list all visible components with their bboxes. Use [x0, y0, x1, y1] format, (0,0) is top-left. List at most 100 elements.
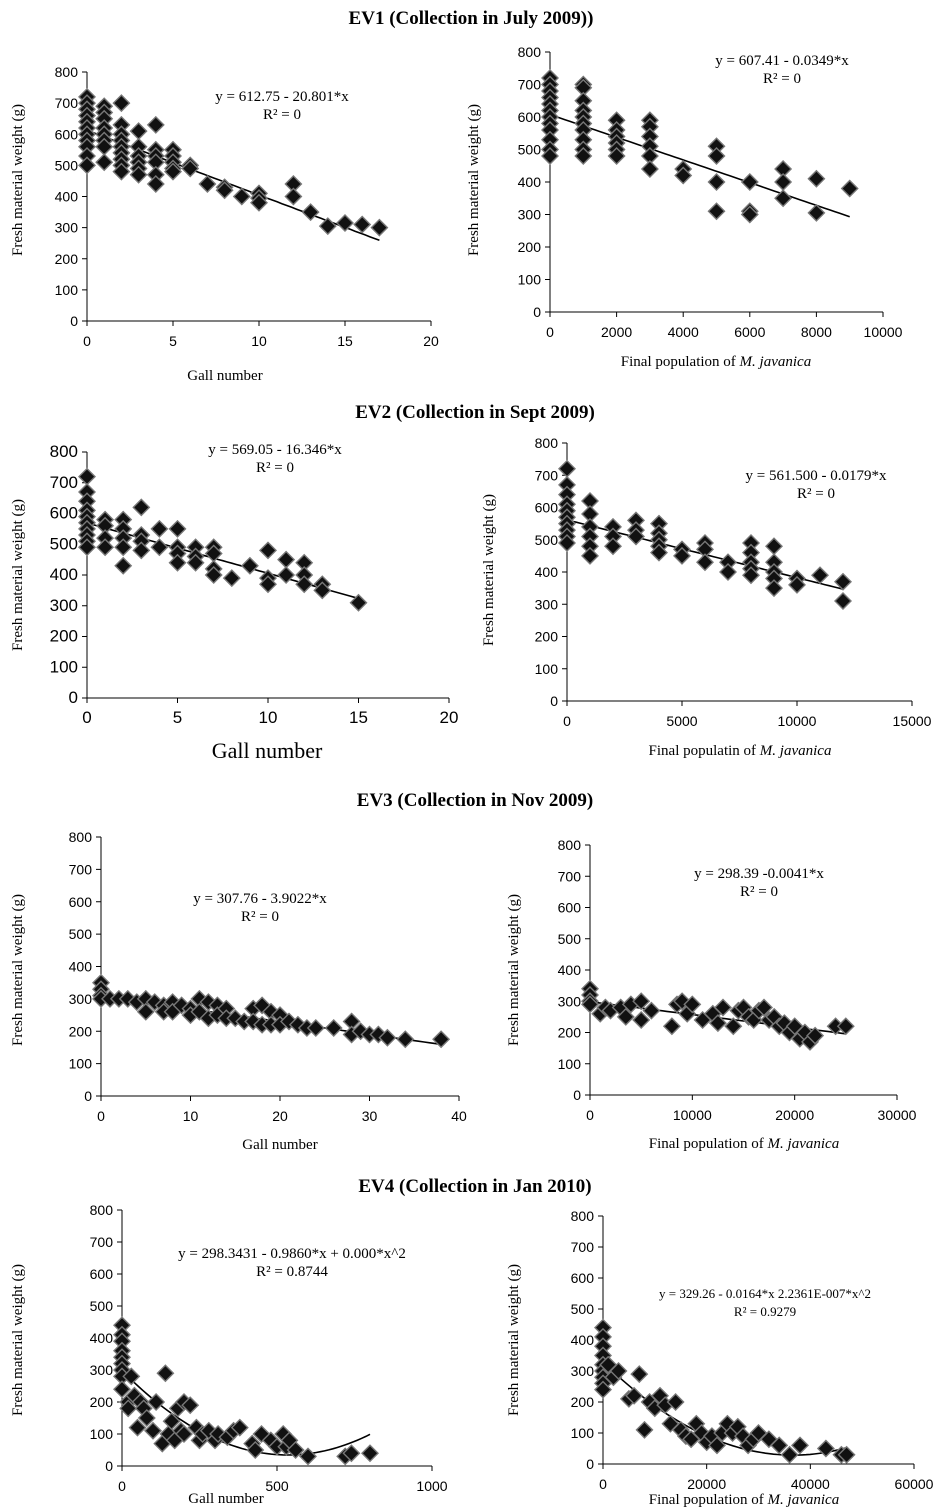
data-point — [250, 193, 268, 212]
y-axis-label: Fresh material weight (g) — [10, 894, 26, 1046]
y-tick-label: 800 — [558, 837, 582, 853]
x-axis-label: Gall number — [187, 368, 262, 384]
y-tick-label: 0 — [69, 688, 78, 707]
y-tick-label: 100 — [69, 1056, 93, 1072]
x-tick-label: 0 — [97, 1108, 105, 1124]
scatter-chart-1: 0 100 200 300 400 500 600 700 800 0 5 10 15 20 Gall nu… — [10, 64, 439, 384]
y-tick-label: 400 — [55, 189, 79, 205]
trend-equation: y = 307.76 - 3.9022*x — [193, 891, 327, 907]
y-tick-label: 700 — [69, 861, 93, 877]
data-point — [230, 1418, 249, 1437]
y-tick-label: 200 — [69, 1023, 93, 1039]
y-tick-label: 700 — [518, 77, 542, 93]
x-tick-label: 20 — [272, 1108, 288, 1124]
y-tick-label: 400 — [558, 962, 582, 978]
y-tick-label: 700 — [55, 95, 79, 111]
data-point — [112, 94, 131, 113]
data-point — [740, 205, 759, 224]
data-point — [114, 556, 133, 575]
data-point — [324, 1019, 343, 1037]
y-tick-label: 800 — [535, 435, 559, 451]
y-tick-label: 300 — [518, 207, 542, 223]
data-point — [755, 998, 773, 1017]
data-point — [156, 1364, 175, 1383]
x-tick-label: 8000 — [801, 324, 832, 340]
data-point — [277, 566, 296, 584]
data-point — [774, 173, 793, 191]
y-tick-label: 0 — [573, 1087, 581, 1103]
data-point — [132, 498, 151, 517]
x-tick-label: 1000 — [416, 1478, 447, 1494]
y-axis-label: Fresh material weight (g) — [506, 1264, 522, 1416]
r-squared: R² = 0.9279 — [734, 1304, 796, 1319]
x-axis-label-text: Gall number — [212, 738, 323, 763]
data-point — [78, 156, 96, 175]
data-point — [662, 1017, 681, 1036]
x-axis-label: Gall number — [188, 1491, 263, 1507]
y-tick-label: 700 — [50, 473, 78, 492]
data-point — [284, 187, 303, 206]
y-tick-label: 0 — [586, 1456, 594, 1472]
y-axis-label: Fresh material weight (g) — [481, 494, 497, 646]
x-axis-label: Final populatin of M. javanica — [649, 743, 832, 759]
data-point — [594, 1380, 612, 1399]
r-squared: R² = 0 — [797, 486, 835, 502]
data-point — [837, 1445, 856, 1464]
x-tick-label: 0 — [82, 708, 91, 727]
y-tick-label: 600 — [55, 126, 79, 142]
data-point — [834, 572, 852, 591]
data-point — [724, 1017, 743, 1036]
x-axis-label: Gall number — [212, 738, 323, 763]
scatter-chart-7: 0 100 200 300 400 500 600 700 800 0 500 1000 Gall nu… — [10, 1202, 448, 1507]
y-tick-label: 100 — [90, 1426, 114, 1442]
y-tick-label: 400 — [69, 959, 93, 975]
x-tick-label: 5 — [169, 333, 177, 349]
section-title-ev4: EV4 (Collection in Jan 2010) — [358, 1176, 591, 1197]
y-tick-label: 800 — [518, 44, 542, 60]
y-tick-label: 200 — [558, 1025, 582, 1041]
data-point — [132, 541, 151, 560]
y-tick-label: 500 — [50, 534, 78, 553]
y-axis-label: Fresh material weight (g) — [10, 104, 26, 256]
y-tick-label: 500 — [55, 157, 79, 173]
y-tick-label: 800 — [571, 1208, 595, 1224]
data-point — [836, 1017, 855, 1036]
y-axis-label: Fresh material weight (g) — [506, 894, 522, 1046]
data-point — [604, 537, 622, 556]
data-point — [146, 175, 165, 193]
y-tick-label: 400 — [50, 565, 78, 584]
data-point — [683, 995, 702, 1014]
data-point — [707, 173, 726, 191]
data-point — [226, 1009, 245, 1028]
section-title-ev1: EV1 (Collection in July 2009)) — [349, 8, 594, 29]
x-tick-label: 6000 — [734, 324, 765, 340]
scatter-chart-3: 0 100 200 300 400 500 600 700 800 0 5 10 15 20 Gall nu… — [10, 442, 458, 763]
y-tick-label: 700 — [558, 868, 582, 884]
scatter-chart-8: 0 100 200 300 400 500 600 700 800 0 20000 40000 6000… — [506, 1208, 934, 1508]
scatter-chart-6: 0 100 200 300 400 500 600 700 800 0 10000 20000 3000… — [506, 837, 917, 1152]
x-tick-label: 10 — [259, 708, 278, 727]
data-point — [204, 566, 223, 584]
y-tick-label: 200 — [571, 1394, 595, 1410]
data-point — [370, 218, 389, 237]
scatter-chart-4: 0 100 200 300 400 500 600 700 800 0 5000 10000 15000… — [481, 435, 932, 759]
data-point — [609, 1362, 628, 1380]
y-axis-label: Fresh material weight (g) — [466, 104, 482, 256]
data-point — [834, 592, 852, 610]
data-point — [765, 537, 783, 556]
data-point — [240, 556, 259, 575]
data-point — [558, 459, 576, 478]
x-tick-label: 10000 — [673, 1107, 712, 1123]
section-title-ev3: EV3 (Collection in Nov 2009) — [357, 790, 593, 811]
data-point — [558, 534, 576, 552]
data-point — [129, 165, 148, 184]
y-tick-label: 100 — [558, 1056, 582, 1072]
trend-equation: y = 612.75 - 20.801*x — [215, 89, 349, 105]
y-tick-label: 600 — [535, 500, 559, 516]
trend-equation: y = 298.3431 - 0.9860*x + 0.000*x^2 — [178, 1246, 406, 1262]
data-point — [112, 162, 131, 181]
data-point — [632, 1011, 651, 1029]
x-tick-label: 10 — [251, 333, 267, 349]
